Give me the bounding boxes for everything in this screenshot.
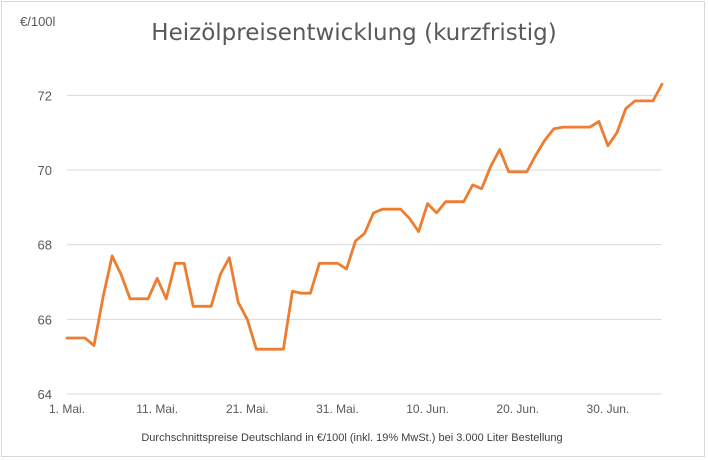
x-tick-label: 31. Mai. xyxy=(316,402,359,416)
x-tick-label: 20. Jun. xyxy=(496,402,539,416)
x-tick-label: 10. Jun. xyxy=(406,402,449,416)
series-group xyxy=(65,82,664,351)
grid-lines xyxy=(67,94,662,395)
x-axis-ticks: 1. Mai. 11. Mai. 21. Mai. 31. Mai. 10. Jun. 2… xyxy=(49,402,629,416)
y-tick-label: 70 xyxy=(38,163,52,178)
y-tick-label: 72 xyxy=(38,88,52,103)
y-axis-unit-label: €/100l xyxy=(20,14,56,29)
chart-footnote: Durchschnittspreise Deutschland in €/100… xyxy=(141,432,562,444)
x-tick-label: 30. Jun. xyxy=(587,402,630,416)
x-tick-label: 21. Mai. xyxy=(226,402,269,416)
series-line xyxy=(65,82,664,351)
y-tick-label: 66 xyxy=(38,312,52,327)
y-axis-ticks: 64 66 68 70 72 xyxy=(38,88,52,402)
x-tick-label: 11. Mai. xyxy=(136,402,178,416)
chart-title: Heizölpreisentwicklung (kurzfristig) xyxy=(151,20,556,46)
x-tick-label: 1. Mai. xyxy=(49,402,85,416)
y-tick-label: 64 xyxy=(38,387,52,402)
y-tick-label: 68 xyxy=(38,238,52,253)
